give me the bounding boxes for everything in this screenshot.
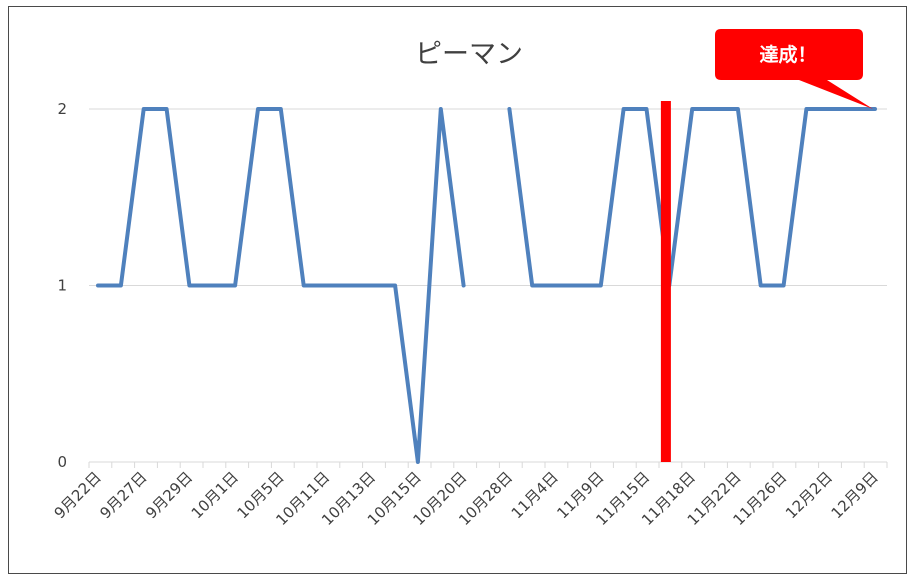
x-axis: 9月22日9月27日9月29日10月1日10月5日10月11日10月13日10月…	[51, 461, 888, 529]
chart-title: ピーマン	[415, 39, 523, 70]
x-tick-label: 9月29日	[142, 468, 196, 522]
x-tick-label: 10月1日	[188, 468, 242, 522]
callout-bubble	[715, 29, 873, 109]
line-chart: ピーマン 0 1 2 9月22日9月27日9月29日10月1日10月5日10月11日…	[51, 29, 888, 529]
chart-frame: ピーマン 0 1 2 9月22日 9月27日 9月29日 10月1日 10月5日 10月11日…	[8, 6, 907, 574]
x-tick-label: 12月2日	[782, 468, 836, 522]
y-tick-label: 1	[57, 277, 67, 295]
series-line	[507, 107, 877, 288]
gridlines	[89, 108, 887, 286]
callout-text: 達成！	[759, 43, 816, 66]
series-layer	[96, 107, 877, 464]
y-tick-label: 2	[57, 100, 67, 118]
x-tick-label: 12月9日	[828, 468, 882, 522]
x-tick-label: 9月27日	[96, 468, 150, 522]
x-tick-label: 11月4日	[508, 468, 562, 522]
y-tick-label: 0	[57, 453, 67, 471]
x-tick-label: 9月22日	[51, 468, 105, 522]
series-line	[96, 107, 466, 464]
y-axis-ticks: 0 1 2	[57, 100, 67, 471]
achievement-callout: 達成！	[715, 29, 873, 109]
